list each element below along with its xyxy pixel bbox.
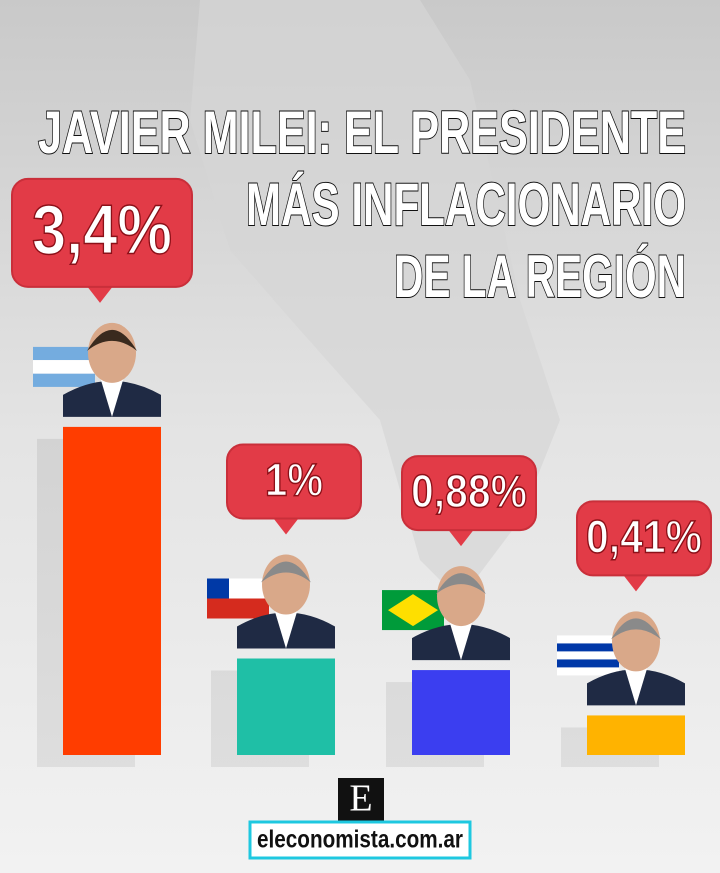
shirt [449, 620, 473, 661]
logo-box [338, 778, 384, 822]
bubble-pointer [272, 516, 300, 535]
bubble-pointer [447, 528, 475, 547]
title-line: MÁS INFLACIONARIO [246, 171, 686, 238]
flag [33, 346, 95, 361]
bubble [11, 177, 193, 288]
flag [557, 643, 619, 652]
bar [63, 426, 161, 755]
bubble-pointer [622, 573, 650, 592]
logo: E [349, 778, 372, 820]
value-label: 0,88% [411, 465, 527, 517]
bars: 3,4% 1% 0,88% 0,41% [11, 177, 712, 767]
flag [557, 651, 619, 660]
bar [412, 670, 510, 755]
flag [33, 373, 95, 387]
site-box [248, 820, 472, 860]
value-label: 3,4% [32, 190, 172, 268]
bubble [401, 455, 537, 532]
value-label: 0,41% [586, 511, 702, 563]
flag [207, 578, 229, 599]
title-line: DE LA REGIÓN [394, 243, 686, 310]
value-label: 1% [265, 454, 323, 506]
flag [388, 594, 438, 627]
bar [237, 658, 335, 755]
bubble-pointer [86, 284, 114, 303]
site: eleconomista.com.ar [257, 826, 463, 854]
shirt [274, 608, 298, 649]
hair [87, 329, 137, 351]
title-line: JAVIER MILEI: EL PRESIDENTE [38, 99, 686, 166]
hair [436, 573, 486, 595]
hair [261, 561, 311, 583]
title: JAVIER MILEI: EL PRESIDENTE MÁS INFLACIO… [37, 98, 687, 311]
bubble [226, 443, 362, 520]
bubble [576, 500, 712, 577]
flag [207, 598, 269, 619]
flag [557, 667, 619, 676]
flag [557, 659, 619, 668]
flag [33, 360, 95, 374]
bar [587, 715, 685, 755]
flag [557, 635, 619, 644]
hair [611, 618, 661, 640]
shirt [624, 665, 648, 706]
map-shape [190, 0, 560, 600]
shirt [100, 376, 124, 417]
